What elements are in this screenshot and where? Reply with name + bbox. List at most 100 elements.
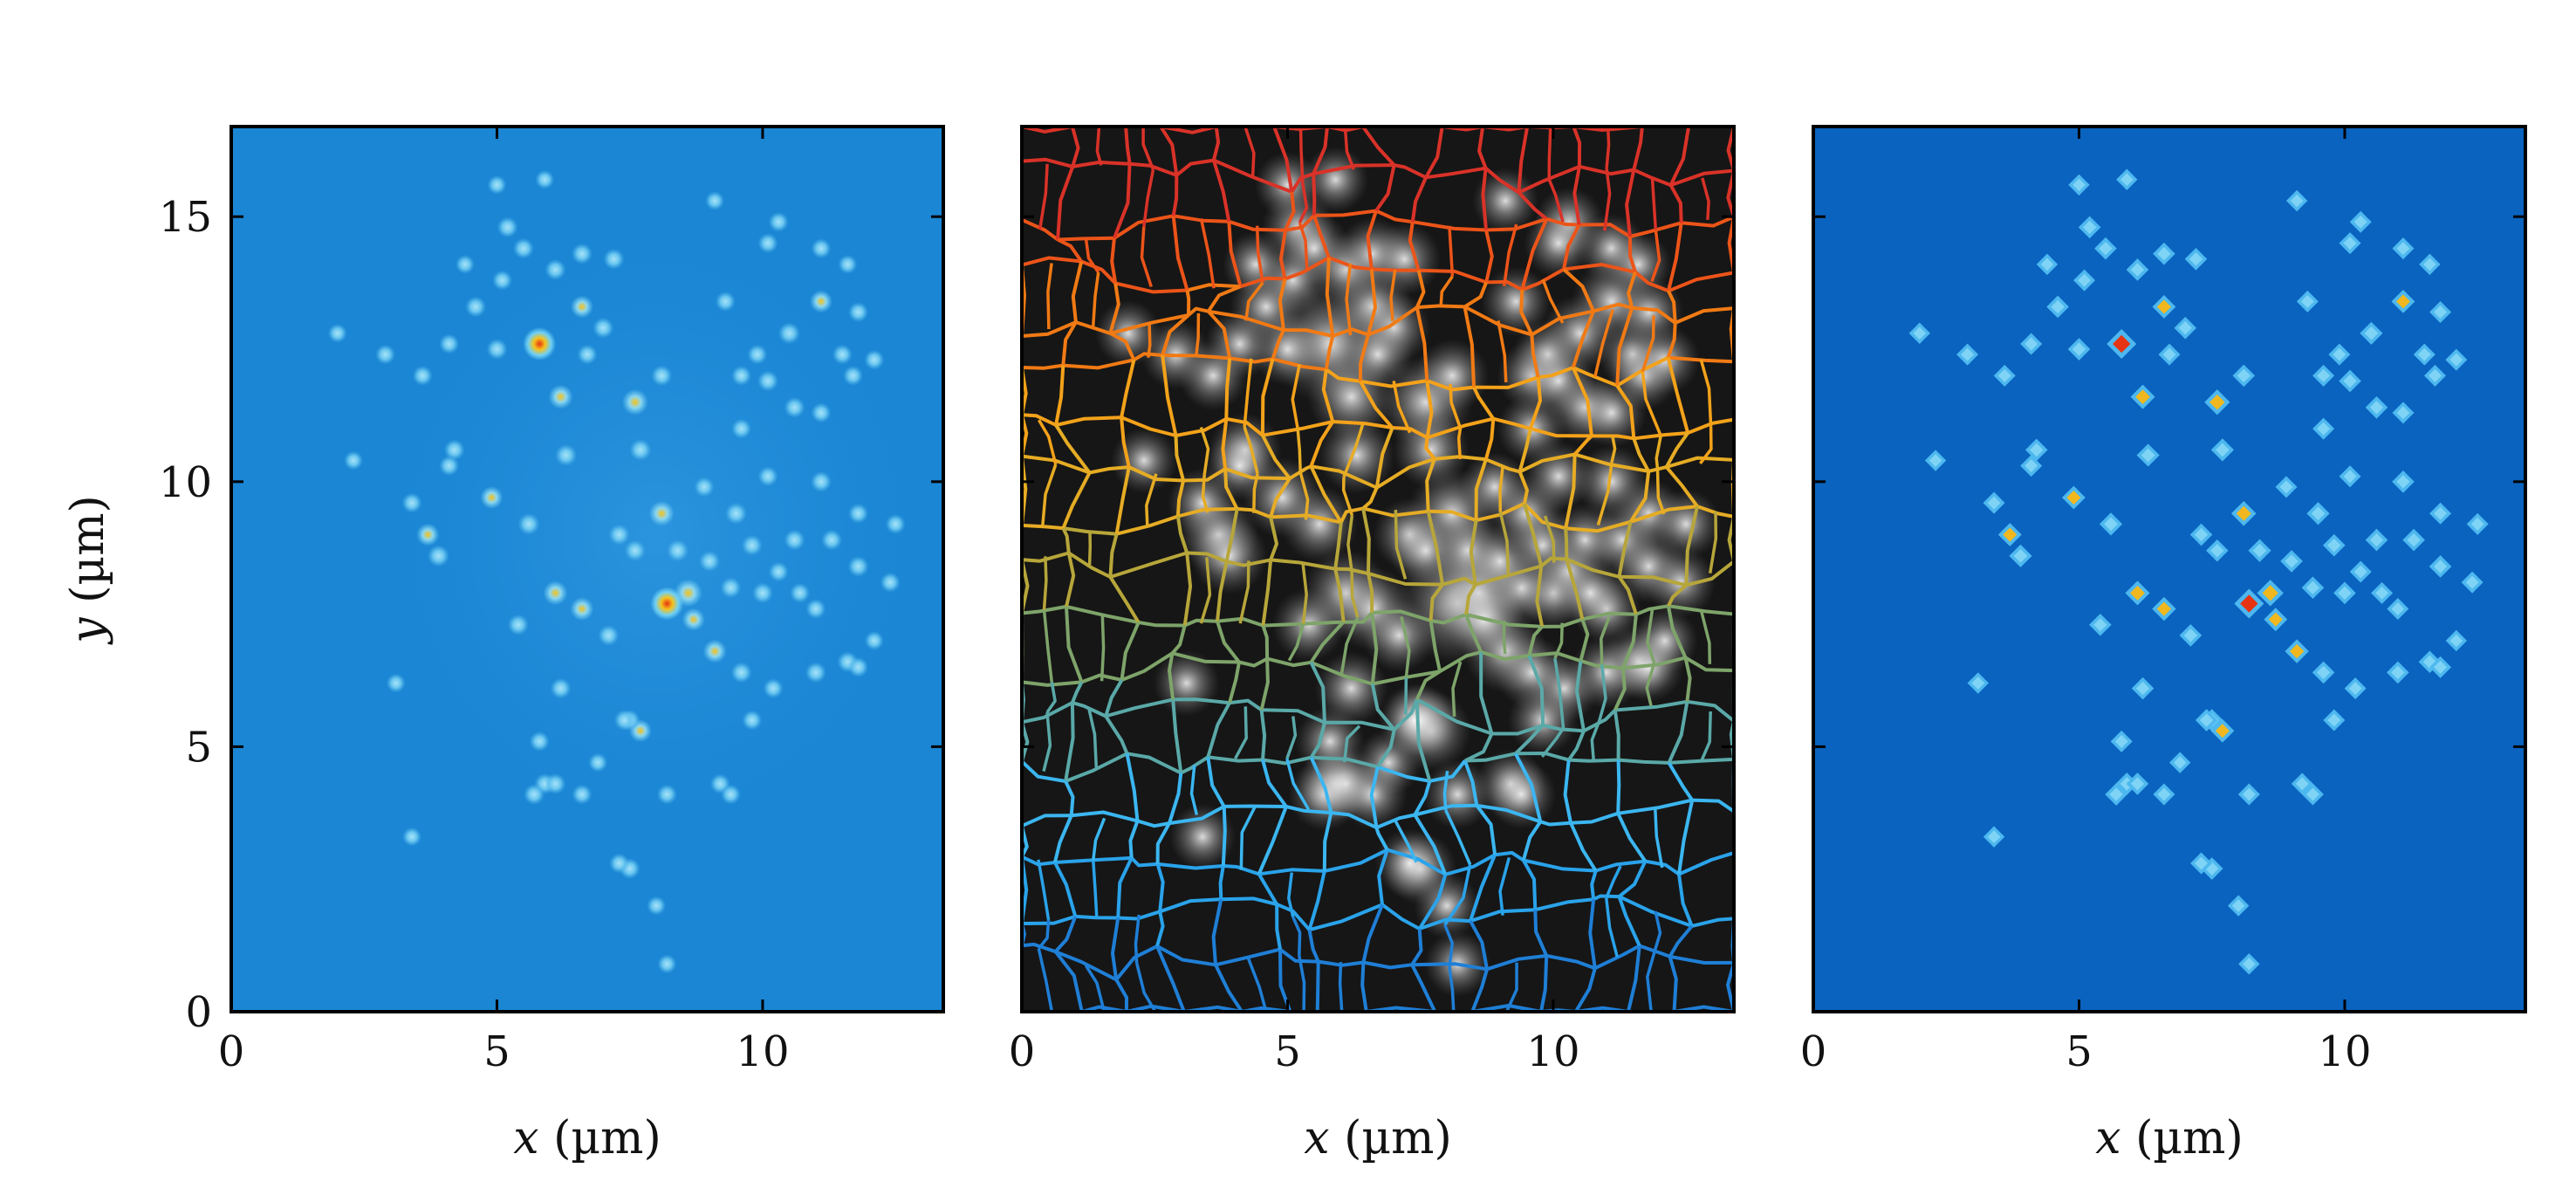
segment-boundary <box>1540 727 1565 758</box>
fitted-spot-core <box>2434 306 2448 319</box>
segment-boundary <box>1061 527 1071 553</box>
segment-boundary <box>1393 698 1419 732</box>
segment-boundary <box>1628 470 1651 523</box>
fluorescent-spot <box>613 710 635 732</box>
segment-boundary <box>1285 758 1311 811</box>
segment-boundary <box>1054 365 1065 426</box>
segment-boundary <box>1627 271 1637 309</box>
fitted-spot-core <box>2109 787 2123 801</box>
segment-boundary <box>1332 327 1369 338</box>
fitted-spot-core <box>2215 724 2230 738</box>
segment-boundary <box>1168 652 1175 700</box>
segment-boundary <box>1653 807 1664 869</box>
segment-boundary <box>1367 306 1418 337</box>
intensity-glow <box>1415 339 1490 413</box>
segment-boundary <box>1598 664 1607 721</box>
segment-boundary <box>1172 651 1240 664</box>
intensity-glow <box>1318 416 1395 494</box>
segment-boundary <box>1261 560 1273 626</box>
x-tick-label: 0 <box>1800 1027 1827 1076</box>
segment-boundary <box>1091 271 1100 328</box>
segment-boundary <box>1700 711 1712 762</box>
segment-boundary <box>1486 953 1547 972</box>
segment-boundary <box>1667 290 1677 324</box>
segment-boundary <box>1285 716 1298 759</box>
fitted-spot-core <box>2156 299 2171 314</box>
segment-boundary <box>1668 924 1694 958</box>
segment-boundary <box>1071 681 1084 704</box>
fluorescent-spot <box>864 349 885 370</box>
segment-boundary <box>1684 505 1699 586</box>
segment-boundary <box>1668 355 1734 364</box>
segment-boundary <box>1465 613 1543 628</box>
segment-boundary <box>1668 604 1734 616</box>
segment-boundary <box>1367 573 1374 613</box>
fluorescent-spot <box>880 572 901 593</box>
segment-boundary <box>1208 309 1285 333</box>
segment-boundary <box>1341 477 1354 516</box>
segment-boundary <box>1159 897 1222 914</box>
segment-boundary <box>1291 363 1301 429</box>
fitted-spot-core <box>2434 506 2448 520</box>
segment-boundary <box>1669 954 1734 965</box>
segment-boundary <box>1042 556 1048 610</box>
segment-boundary <box>1040 464 1058 527</box>
segment-boundary <box>1109 332 1136 361</box>
segment-boundary <box>1367 269 1377 335</box>
segment-boundary <box>1266 656 1312 668</box>
segment-boundary <box>1518 428 1532 472</box>
segment-boundary <box>1022 701 1073 725</box>
segment-boundary <box>1464 752 1517 763</box>
segment-boundary <box>1480 650 1530 662</box>
segment-boundary <box>1583 709 1617 733</box>
segment-boundary <box>1114 466 1131 535</box>
segment-boundary <box>1617 896 1641 947</box>
segment-boundary <box>1345 263 1353 336</box>
segment-boundary <box>1243 426 1259 475</box>
fitted-spot-core <box>2423 258 2436 271</box>
segment-boundary <box>1238 560 1250 624</box>
segment-boundary <box>1170 625 1187 655</box>
segment-boundary <box>1474 458 1488 521</box>
segment-boundary <box>1502 223 1518 286</box>
segment-boundary <box>1056 166 1075 240</box>
segment-boundary <box>1022 942 1057 954</box>
segment-boundary <box>1127 752 1182 775</box>
segment-boundary <box>1641 371 1662 436</box>
fitted-spot-core <box>2189 252 2203 266</box>
x-tick-label: 10 <box>2318 1027 2371 1076</box>
y-axis-variable: y <box>62 617 114 645</box>
segment-boundary <box>1424 127 1444 179</box>
segment-boundary <box>1615 307 1634 386</box>
segment-boundary <box>1699 609 1712 664</box>
fitted-spot-core <box>2157 787 2171 801</box>
segment-boundary <box>1369 766 1380 828</box>
segment-boundary <box>1667 761 1694 801</box>
segment-boundary <box>1572 166 1581 225</box>
segment-boundary <box>1418 268 1487 285</box>
segment-boundary <box>1157 862 1223 870</box>
fitted-spot-core <box>2375 586 2389 600</box>
segment-boundary <box>1677 874 1694 927</box>
segment-boundary <box>1664 431 1689 468</box>
fitted-spot-core <box>2343 374 2357 388</box>
intensity-glow <box>1472 168 1539 235</box>
segment-boundary <box>1443 924 1455 967</box>
segment-boundary <box>1291 916 1302 956</box>
fluorescent-spot <box>864 630 884 650</box>
segment-boundary <box>1171 216 1189 292</box>
segment-boundary <box>1239 806 1257 870</box>
segment-boundary <box>1590 719 1601 760</box>
segment-boundary <box>1362 506 1428 518</box>
segment-boundary <box>1413 780 1432 816</box>
segment-boundary <box>1469 854 1497 922</box>
segment-boundary <box>1175 417 1228 437</box>
fluorescent-spot <box>443 439 465 461</box>
panel-a-frame <box>230 125 945 1013</box>
segment-boundary <box>1562 268 1595 313</box>
segment-boundary <box>1424 437 1436 460</box>
panel-segmentation-overlay: 0 5 10 x (µm) <box>1009 125 1736 1164</box>
segment-boundary <box>1224 508 1239 562</box>
segment-boundary <box>1257 806 1288 876</box>
